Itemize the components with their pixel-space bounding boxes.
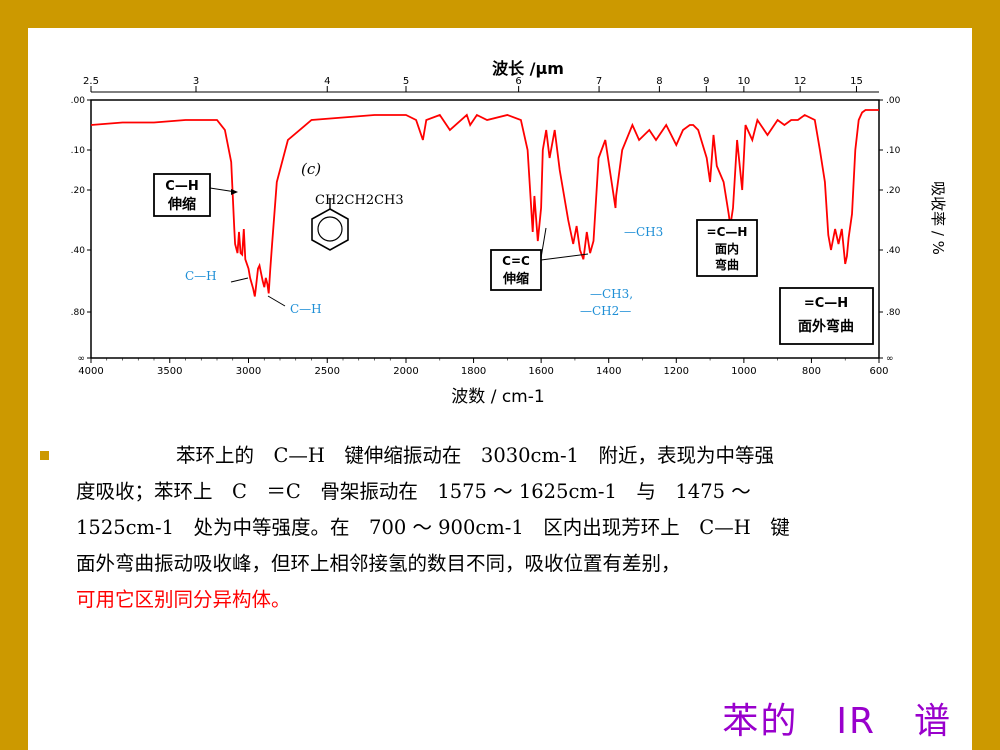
ch3-ch2-line1: —CH3, [590, 287, 633, 301]
x-tick-label: 2500 [315, 366, 340, 377]
para-line-2: 度吸收；苯环上 C ＝C 骨架振动在 1575 ～ 1625cm-1 与 147… [76, 480, 751, 503]
benzene-ring [311, 198, 349, 251]
box-outplane-bend: =C—H 面外弯曲 [779, 287, 874, 345]
arrow-cc-1 [540, 227, 547, 259]
top-tick-label: 3 [193, 76, 199, 87]
top-tick-label: 7 [596, 76, 602, 87]
x-tick-label: 4000 [78, 366, 103, 377]
panel-label: (c) [301, 160, 321, 178]
plot-frame [90, 99, 880, 359]
x-tick-label: 600 [869, 366, 888, 377]
box-ch-stretch: C—H 伸缩 [153, 173, 211, 217]
y-tick-label-left: .20 [71, 186, 86, 196]
y-tick-label-right: .20 [886, 186, 901, 196]
ir-spectrum-chart: 4000 3500 3000 2500 2000 1800 1600 1400 1200 1000… [28, 28, 972, 418]
y-tick-label-right: .00 [886, 96, 901, 106]
top-tick-label: 4 [324, 76, 330, 87]
x-tick-label: 800 [802, 366, 821, 377]
box-cc-stretch: C=C 伸缩 [490, 249, 542, 291]
y-tick-label-right: .10 [886, 146, 901, 156]
x-tick-label: 2000 [393, 366, 418, 377]
y-tick-label-left: .40 [71, 246, 86, 256]
ch-label-1: C—H [185, 269, 217, 283]
box-cc-stretch-line2: 伸缩 [502, 271, 529, 287]
x-axis-title: 波数 / cm-1 [451, 387, 544, 407]
para-line-4: 面外弯曲振动吸收峰，但环上相邻接氢的数目不同，吸收位置有差别， [76, 552, 681, 575]
para-line-1-text: 苯环上的 C—H 键伸缩振动在 3030cm-1 附近，表现为中等强 [176, 444, 774, 467]
box-ch-stretch-line2: 伸缩 [167, 196, 196, 213]
ch3-label: —CH3 [624, 225, 663, 239]
y-tick-label-right: .80 [886, 308, 901, 318]
top-axis-title: 波长 /μm [492, 59, 564, 78]
box-outplane-line1: =C—H [804, 296, 848, 311]
para-line-3: 1525cm-1 处为中等强度。在 700 ～ 900cm-1 区内出现芳环上 … [76, 516, 790, 539]
top-tick-label: 5 [403, 76, 409, 87]
bullet-square [40, 451, 49, 460]
box-cc-stretch-line1: C=C [502, 254, 530, 268]
y-tick-label-left: .10 [71, 146, 86, 156]
y-tick-label-right: ∞ [886, 354, 894, 364]
x-tick-label: 1000 [731, 366, 756, 377]
explanation-paragraph: 苯环上的 C—H 键伸缩振动在 3030cm-1 附近，表现为中等强 度吸收；苯… [76, 438, 944, 618]
x-tick-label: 1600 [528, 366, 553, 377]
slide: 4000 3500 3000 2500 2000 1800 1600 1400 1200 1000… [28, 28, 972, 750]
box-inplane-line2: 面内 [715, 241, 739, 256]
slide-title: 苯的 IR 谱 [722, 701, 952, 742]
x-tick-label: 1200 [664, 366, 689, 377]
y-tick-label-left: .80 [71, 308, 86, 318]
ch-label-2: C—H [290, 302, 322, 316]
box-inplane-line1: =C—H [707, 225, 748, 239]
box-ch-stretch-line1: C—H [165, 179, 198, 194]
box-inplane-bend: =C—H 面内 弯曲 [696, 219, 758, 277]
x-tick-label: 1400 [596, 366, 621, 377]
y-tick-label-right: .40 [886, 246, 901, 256]
arrow-ch-2 [267, 295, 286, 307]
arrowhead-ch-stretch [231, 189, 238, 195]
top-tick-label: 9 [703, 76, 709, 87]
top-tick-label: 10 [737, 76, 750, 87]
right-axis-title: 吸收率 / % [929, 181, 947, 255]
ir-chart-svg: 4000 3500 3000 2500 2000 1800 1600 1400 1200 1000… [71, 59, 947, 407]
top-tick-label: 8 [656, 76, 662, 87]
box-inplane-line3: 弯曲 [715, 257, 739, 272]
formula-label: CH2CH2CH3 [315, 193, 404, 208]
para-line-5: 可用它区别同分异构体。 [76, 588, 291, 611]
ch3-ch2-line2: —CH2— [580, 304, 631, 318]
para-line-1: 苯环上的 C—H 键伸缩振动在 3030cm-1 附近，表现为中等强 [76, 438, 944, 474]
arrow-ch-1 [230, 277, 249, 283]
x-tick-label: 3500 [157, 366, 182, 377]
box-outplane-line2: 面外弯曲 [798, 318, 854, 335]
arrow-cc-2 [540, 253, 589, 261]
top-tick-label: 12 [794, 76, 807, 87]
y-tick-label-left: .00 [71, 96, 86, 106]
x-tick-label: 3000 [236, 366, 261, 377]
x-tick-label: 1800 [461, 366, 486, 377]
spectrum-series-line [90, 109, 879, 297]
top-tick-label: 6 [515, 76, 521, 87]
y-tick-label-left: ∞ [78, 354, 86, 364]
top-tick-label: 2.5 [83, 76, 99, 87]
top-tick-label: 15 [850, 76, 863, 87]
